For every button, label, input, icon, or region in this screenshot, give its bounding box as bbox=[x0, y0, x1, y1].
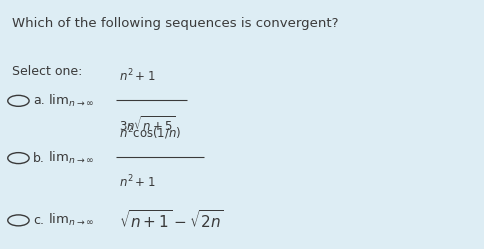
Text: c.: c. bbox=[33, 214, 44, 227]
Text: $\mathrm{lim}_{n \to \infty}$: $\mathrm{lim}_{n \to \infty}$ bbox=[47, 212, 94, 228]
Text: Select one:: Select one: bbox=[12, 65, 82, 78]
Text: Which of the following sequences is convergent?: Which of the following sequences is conv… bbox=[12, 17, 338, 30]
Text: $n^2 \cos(1/n)$: $n^2 \cos(1/n)$ bbox=[119, 124, 181, 142]
Text: $\sqrt{n+1} - \sqrt{2n}$: $\sqrt{n+1} - \sqrt{2n}$ bbox=[119, 209, 223, 231]
Text: $\mathrm{lim}_{n \to \infty}$: $\mathrm{lim}_{n \to \infty}$ bbox=[47, 150, 94, 166]
Text: a.: a. bbox=[33, 94, 45, 107]
Text: $3n\sqrt{n+5}$: $3n\sqrt{n+5}$ bbox=[119, 115, 175, 134]
Text: $\mathrm{lim}_{n \to \infty}$: $\mathrm{lim}_{n \to \infty}$ bbox=[47, 93, 94, 109]
Text: $n^2+1$: $n^2+1$ bbox=[119, 174, 155, 190]
Text: b.: b. bbox=[33, 152, 45, 165]
Text: $n^2+1$: $n^2+1$ bbox=[119, 68, 155, 84]
